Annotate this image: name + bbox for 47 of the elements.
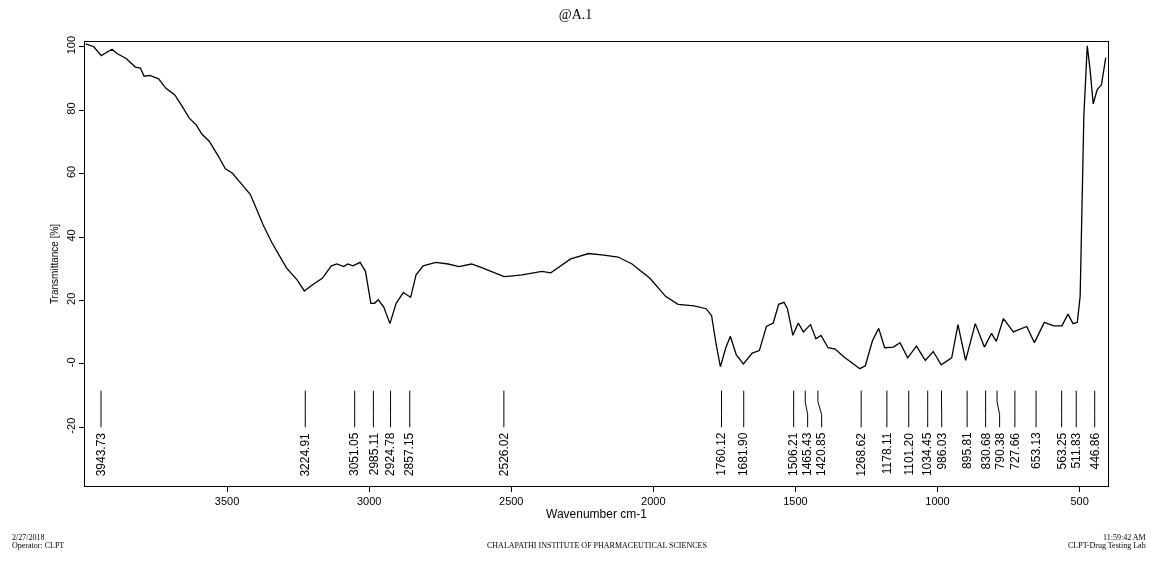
y-tick-label: 80 [64, 102, 77, 115]
ref-line-label: 1681.90 [736, 432, 751, 477]
x-tick-label: 2500 [499, 495, 524, 508]
ref-line-label: 2985.11 [366, 432, 381, 476]
ref-line-label: 3051.05 [347, 432, 362, 476]
x-tick-label: 3000 [356, 495, 382, 508]
ref-line-label: 563.25 [1054, 432, 1069, 470]
text: 11:59:42 AM [1103, 533, 1146, 542]
ref-line-label: 895.81 [960, 431, 975, 469]
x-axis-title: Wavenumber cm-1 [546, 507, 648, 522]
ref-line-label: 1101.20 [901, 432, 916, 476]
ref-line-label: 2857.15 [402, 432, 417, 477]
y-tick-label: -20 [64, 417, 77, 434]
ref-line-label: 1178.11 [879, 432, 894, 475]
ref-line-label: 1760.12 [714, 432, 729, 476]
ref-line-label: 3943.73 [93, 432, 108, 477]
ref-line-label: 2924.78 [383, 432, 398, 476]
ref-line-label: 1268.62 [853, 432, 868, 477]
y-tick-label: 40 [64, 229, 77, 242]
text: Operator: CLPT [12, 541, 65, 550]
ref-line-label: 1465.43 [800, 432, 815, 476]
x-tick-label: 1000 [925, 495, 950, 508]
text: CLPT-Drug Testing Lab [1068, 541, 1146, 550]
ref-line-label: 1506.21 [786, 432, 801, 476]
x-tick-label: 2000 [641, 495, 666, 508]
ref-line-label: 2526.02 [496, 432, 511, 477]
ref-line-label: 3224.91 [297, 432, 312, 477]
y-axis-title: Transmittance [%] [48, 223, 60, 305]
x-tick-label: 3500 [214, 495, 240, 508]
ref-line-label: 653.13 [1029, 431, 1044, 469]
ref-line-label: 1420.85 [814, 432, 829, 476]
y-tick-label: 100 [64, 35, 77, 55]
text: CHALAPATHI INSTITUTE OF PHARMACEUTICAL SCIENCES [487, 541, 707, 550]
y-tick-label: 60 [64, 165, 77, 179]
ref-line-label: 727.66 [1008, 432, 1023, 470]
ref-line-label: 986.03 [934, 432, 949, 470]
ref-line-label: 446.86 [1087, 432, 1102, 470]
chart-title: @A.1 [558, 6, 593, 22]
x-tick-label: 1500 [783, 495, 808, 508]
ref-line-label: 830.68 [978, 432, 993, 470]
text: 2/27/2018 [12, 533, 45, 542]
y-tick-label: -0 [64, 357, 77, 368]
ref-line-label: 790.38 [992, 432, 1007, 470]
x-tick-label: 500 [1070, 495, 1089, 508]
y-tick-label: 20 [64, 292, 77, 305]
ref-line-label: 1034.45 [920, 432, 935, 477]
ref-line-label: 511.83 [1068, 432, 1083, 469]
